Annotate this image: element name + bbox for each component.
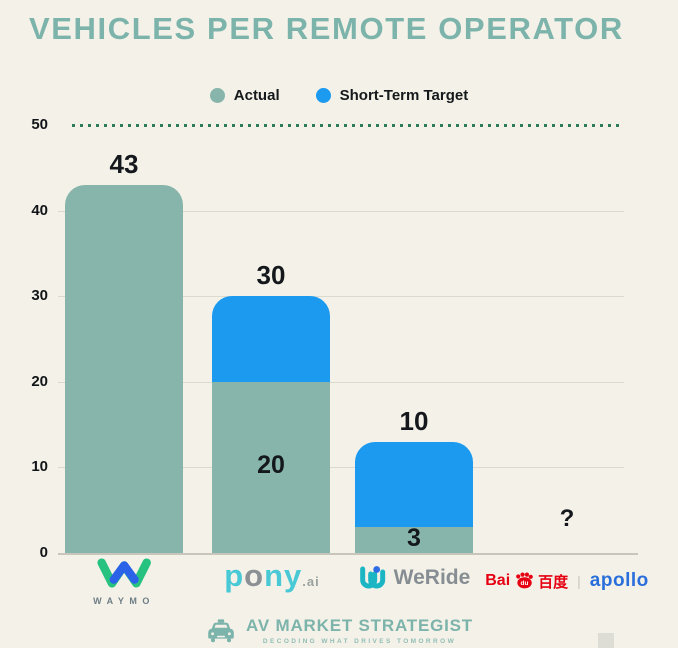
bar-inside-label: 3 (407, 524, 421, 553)
y-tick-label: 40 (31, 201, 48, 219)
weride-wordmark: WeRide (393, 566, 471, 589)
xaxis-logo-weride: WeRide (358, 563, 471, 593)
y-tick-label: 30 (31, 287, 48, 305)
chart-legend: Actual Short-Term Target (0, 87, 678, 104)
baidu-chinese-wordmark: 百度 (538, 573, 569, 591)
reference-line-50 (72, 124, 623, 127)
bar-actual-segment (355, 527, 473, 553)
legend-label-actual: Actual (233, 87, 280, 104)
footer-brand-block: AV MARKET STRATEGIST DECODING WHAT DRIVE… (0, 616, 678, 645)
legend-label-target: Short-Term Target (339, 87, 469, 104)
gridline (58, 381, 624, 383)
bar-value-label: 43 (109, 148, 139, 179)
y-tick-label: 20 (31, 372, 48, 390)
bar-value-label: 30 (256, 260, 286, 291)
xaxis-logo-waymo: WAYMO (93, 558, 155, 606)
apollo-wordmark: apollo (589, 570, 649, 591)
gridline (58, 467, 624, 469)
waymo-w-icon (97, 558, 151, 588)
waymo-wordmark: WAYMO (93, 596, 155, 606)
bar-actual-segment (212, 381, 330, 553)
pony-ai-suffix: .ai (302, 574, 320, 589)
xaxis-logo-pony: pony.ai (224, 558, 320, 597)
actual-series-dot-icon (209, 88, 225, 103)
target-series-dot-icon (315, 88, 331, 103)
y-tick-label: 0 (39, 544, 48, 561)
footer-tagline: DECODING WHAT DRIVES TOMORROW (262, 638, 457, 645)
footer-brand-name: AV MARKET STRATEGIST (246, 616, 473, 635)
gridline (58, 296, 624, 298)
logo-divider: | (577, 573, 581, 589)
weride-w-icon (360, 566, 386, 589)
corner-watermark-square (598, 633, 614, 648)
page-title: VEHICLES PER REMOTE OPERATOR (29, 11, 624, 46)
pony-letter: o (244, 558, 265, 593)
gridline (58, 210, 624, 212)
baidu-bai-wordmark: Bai (485, 572, 511, 589)
bar-target-segment (355, 441, 473, 528)
baidu-paw-icon: du (516, 572, 533, 589)
legend-item-target: Short-Term Target (315, 87, 469, 104)
y-tick-label: 10 (31, 458, 48, 476)
y-tick-label: 50 (31, 116, 48, 133)
taxi-car-icon (208, 618, 234, 642)
xaxis-logo-baidu-apollo: Bai du 百度 | apollo (485, 570, 649, 592)
bar-inside-label: 20 (257, 451, 285, 480)
x-axis-baseline (58, 553, 638, 555)
bar-actual-segment (65, 184, 183, 553)
bar-target-segment (212, 296, 330, 382)
pony-letter: n (264, 558, 285, 593)
pony-letter: y (284, 558, 303, 593)
legend-item-actual: Actual (209, 87, 280, 104)
baidu-du-wordmark: du (520, 580, 528, 587)
bar-value-label: 10 (399, 405, 429, 436)
pony-wordmark: pony.ai (224, 558, 320, 597)
pony-letter: p (224, 558, 245, 593)
bar-unknown-label: ? (559, 505, 575, 532)
